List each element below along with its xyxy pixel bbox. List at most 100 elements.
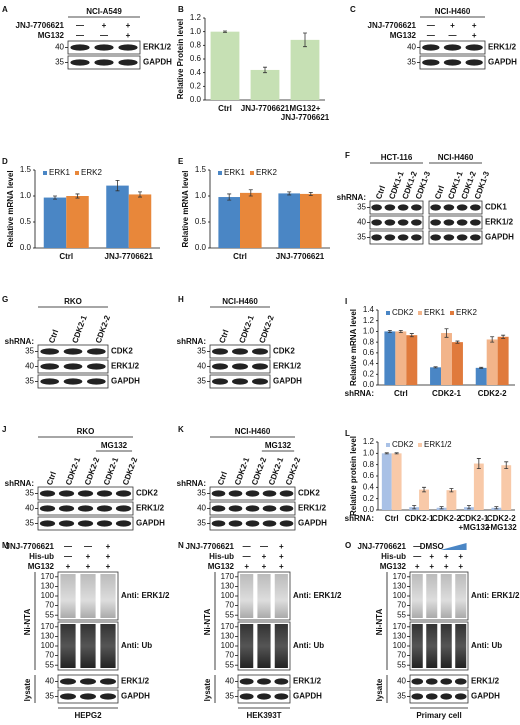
treatment-sign: DMSO (420, 542, 444, 551)
blot-band (440, 678, 453, 685)
cell-line: NCI-A549 (86, 7, 122, 16)
x-tick-label: Ctrl (59, 252, 73, 261)
blot-band (232, 363, 248, 370)
lane-label: CDK2-2 (83, 456, 102, 487)
blot-band (60, 678, 76, 685)
treatment-sign: — (76, 21, 84, 30)
treatment-label: JNJ-7706621 (16, 21, 65, 30)
panel-letter: N (178, 541, 184, 550)
size-marker: 100 (41, 591, 55, 600)
blot-smear (240, 574, 254, 618)
cell-line: NCI-H460 (438, 153, 474, 162)
blot-band (262, 505, 277, 512)
error-bar (494, 506, 499, 510)
treatment-sign: + (126, 31, 131, 40)
y-tick-label: 0.4 (363, 482, 375, 491)
blot-band (212, 348, 228, 355)
treatment-sign: + (102, 21, 107, 30)
blot-band (212, 363, 228, 370)
blot-band (279, 520, 294, 527)
blot-label: Anti: Ub (121, 641, 152, 650)
treatment-sign: + (66, 562, 71, 571)
legend-swatch (218, 171, 222, 175)
legend-swatch (450, 311, 454, 315)
error-bar (223, 30, 227, 33)
treatment-sign: — (260, 542, 268, 551)
treatment-label: JNJ-7706621 (6, 542, 55, 551)
blot-band (58, 505, 75, 512)
y-axis-label: Relative mRNA level (181, 170, 190, 247)
shrna-label: shRNA: (5, 479, 34, 488)
blot-band (239, 678, 254, 685)
blot-label: Anti: Ub (471, 641, 502, 650)
blot-band (279, 505, 294, 512)
lane-label: Ctrl (45, 470, 58, 486)
blot-frame (428, 230, 483, 245)
blot-smear (100, 574, 116, 618)
y-tick-label: 0.6 (190, 54, 202, 63)
y-tick-label: 1.2 (190, 13, 202, 22)
size-marker: 40 (225, 677, 234, 686)
panel-letter: H (178, 295, 184, 304)
blot-band (443, 219, 455, 226)
size-marker: 40 (25, 362, 34, 371)
error-bar (466, 505, 471, 510)
y-tick-label: 0.6 (363, 471, 375, 480)
blot-band (470, 219, 481, 226)
size-marker: 55 (45, 610, 54, 619)
blot-band (39, 505, 56, 512)
size-marker: 55 (225, 660, 234, 669)
size-marker: 40 (45, 677, 54, 686)
blot-smear (257, 624, 271, 668)
legend-label: ERK1/2 (424, 440, 452, 449)
x-tick-label: CDK2-1 (432, 389, 461, 398)
cell-type: HEPG2 (74, 711, 102, 720)
blot-band (63, 348, 83, 355)
treatment-sign: + (450, 21, 455, 30)
blot-band (245, 490, 260, 497)
treatment-label: MG132 (208, 562, 235, 571)
blot-band (465, 44, 483, 51)
treatment-label: JNJ-7706621 (186, 542, 235, 551)
cell-line: NCI-H460 (235, 427, 271, 436)
legend-label: CDK2 (392, 440, 414, 449)
error-bar (394, 452, 399, 455)
treatment-sign: + (472, 21, 477, 30)
size-marker: 70 (397, 651, 406, 660)
blot-band (39, 520, 56, 527)
blot-band (80, 678, 96, 685)
bar (501, 465, 512, 510)
y-tick-label: 0.8 (363, 337, 375, 346)
panel-letter: F (345, 151, 350, 160)
blot-smear (257, 574, 271, 618)
section-label: lysate (23, 678, 32, 701)
blot-band (115, 490, 132, 497)
size-marker: 55 (397, 610, 406, 619)
cell-line: RKO (77, 427, 95, 436)
blot-band (274, 693, 289, 700)
x-tick-label: CDK2-2 (432, 514, 461, 523)
y-tick-label: 1.0 (190, 27, 202, 36)
blot-band (39, 490, 56, 497)
cell-line: NCI-H460 (435, 7, 471, 16)
blot-band (96, 520, 113, 527)
blot-band (397, 234, 409, 241)
panel-letter: O (345, 541, 351, 550)
treatment-sign: + (444, 552, 449, 561)
panel-letter: J (2, 425, 6, 434)
size-marker: 35 (357, 203, 366, 212)
error-bar (409, 333, 414, 338)
error-bar (479, 366, 484, 369)
treatment-sign: + (106, 542, 111, 551)
blot-band (87, 378, 106, 385)
treatment-label: MG132 (101, 441, 128, 450)
blot-band (245, 520, 260, 527)
y-tick-label: 0.8 (363, 460, 375, 469)
blot-band (411, 234, 422, 241)
legend-swatch (250, 171, 254, 175)
blot-label: CDK2 (298, 489, 320, 498)
legend-label: ERK2 (81, 168, 102, 177)
y-tick-label: 0.0 (363, 380, 375, 389)
blot-band (443, 44, 462, 51)
blot-smear (426, 624, 438, 668)
